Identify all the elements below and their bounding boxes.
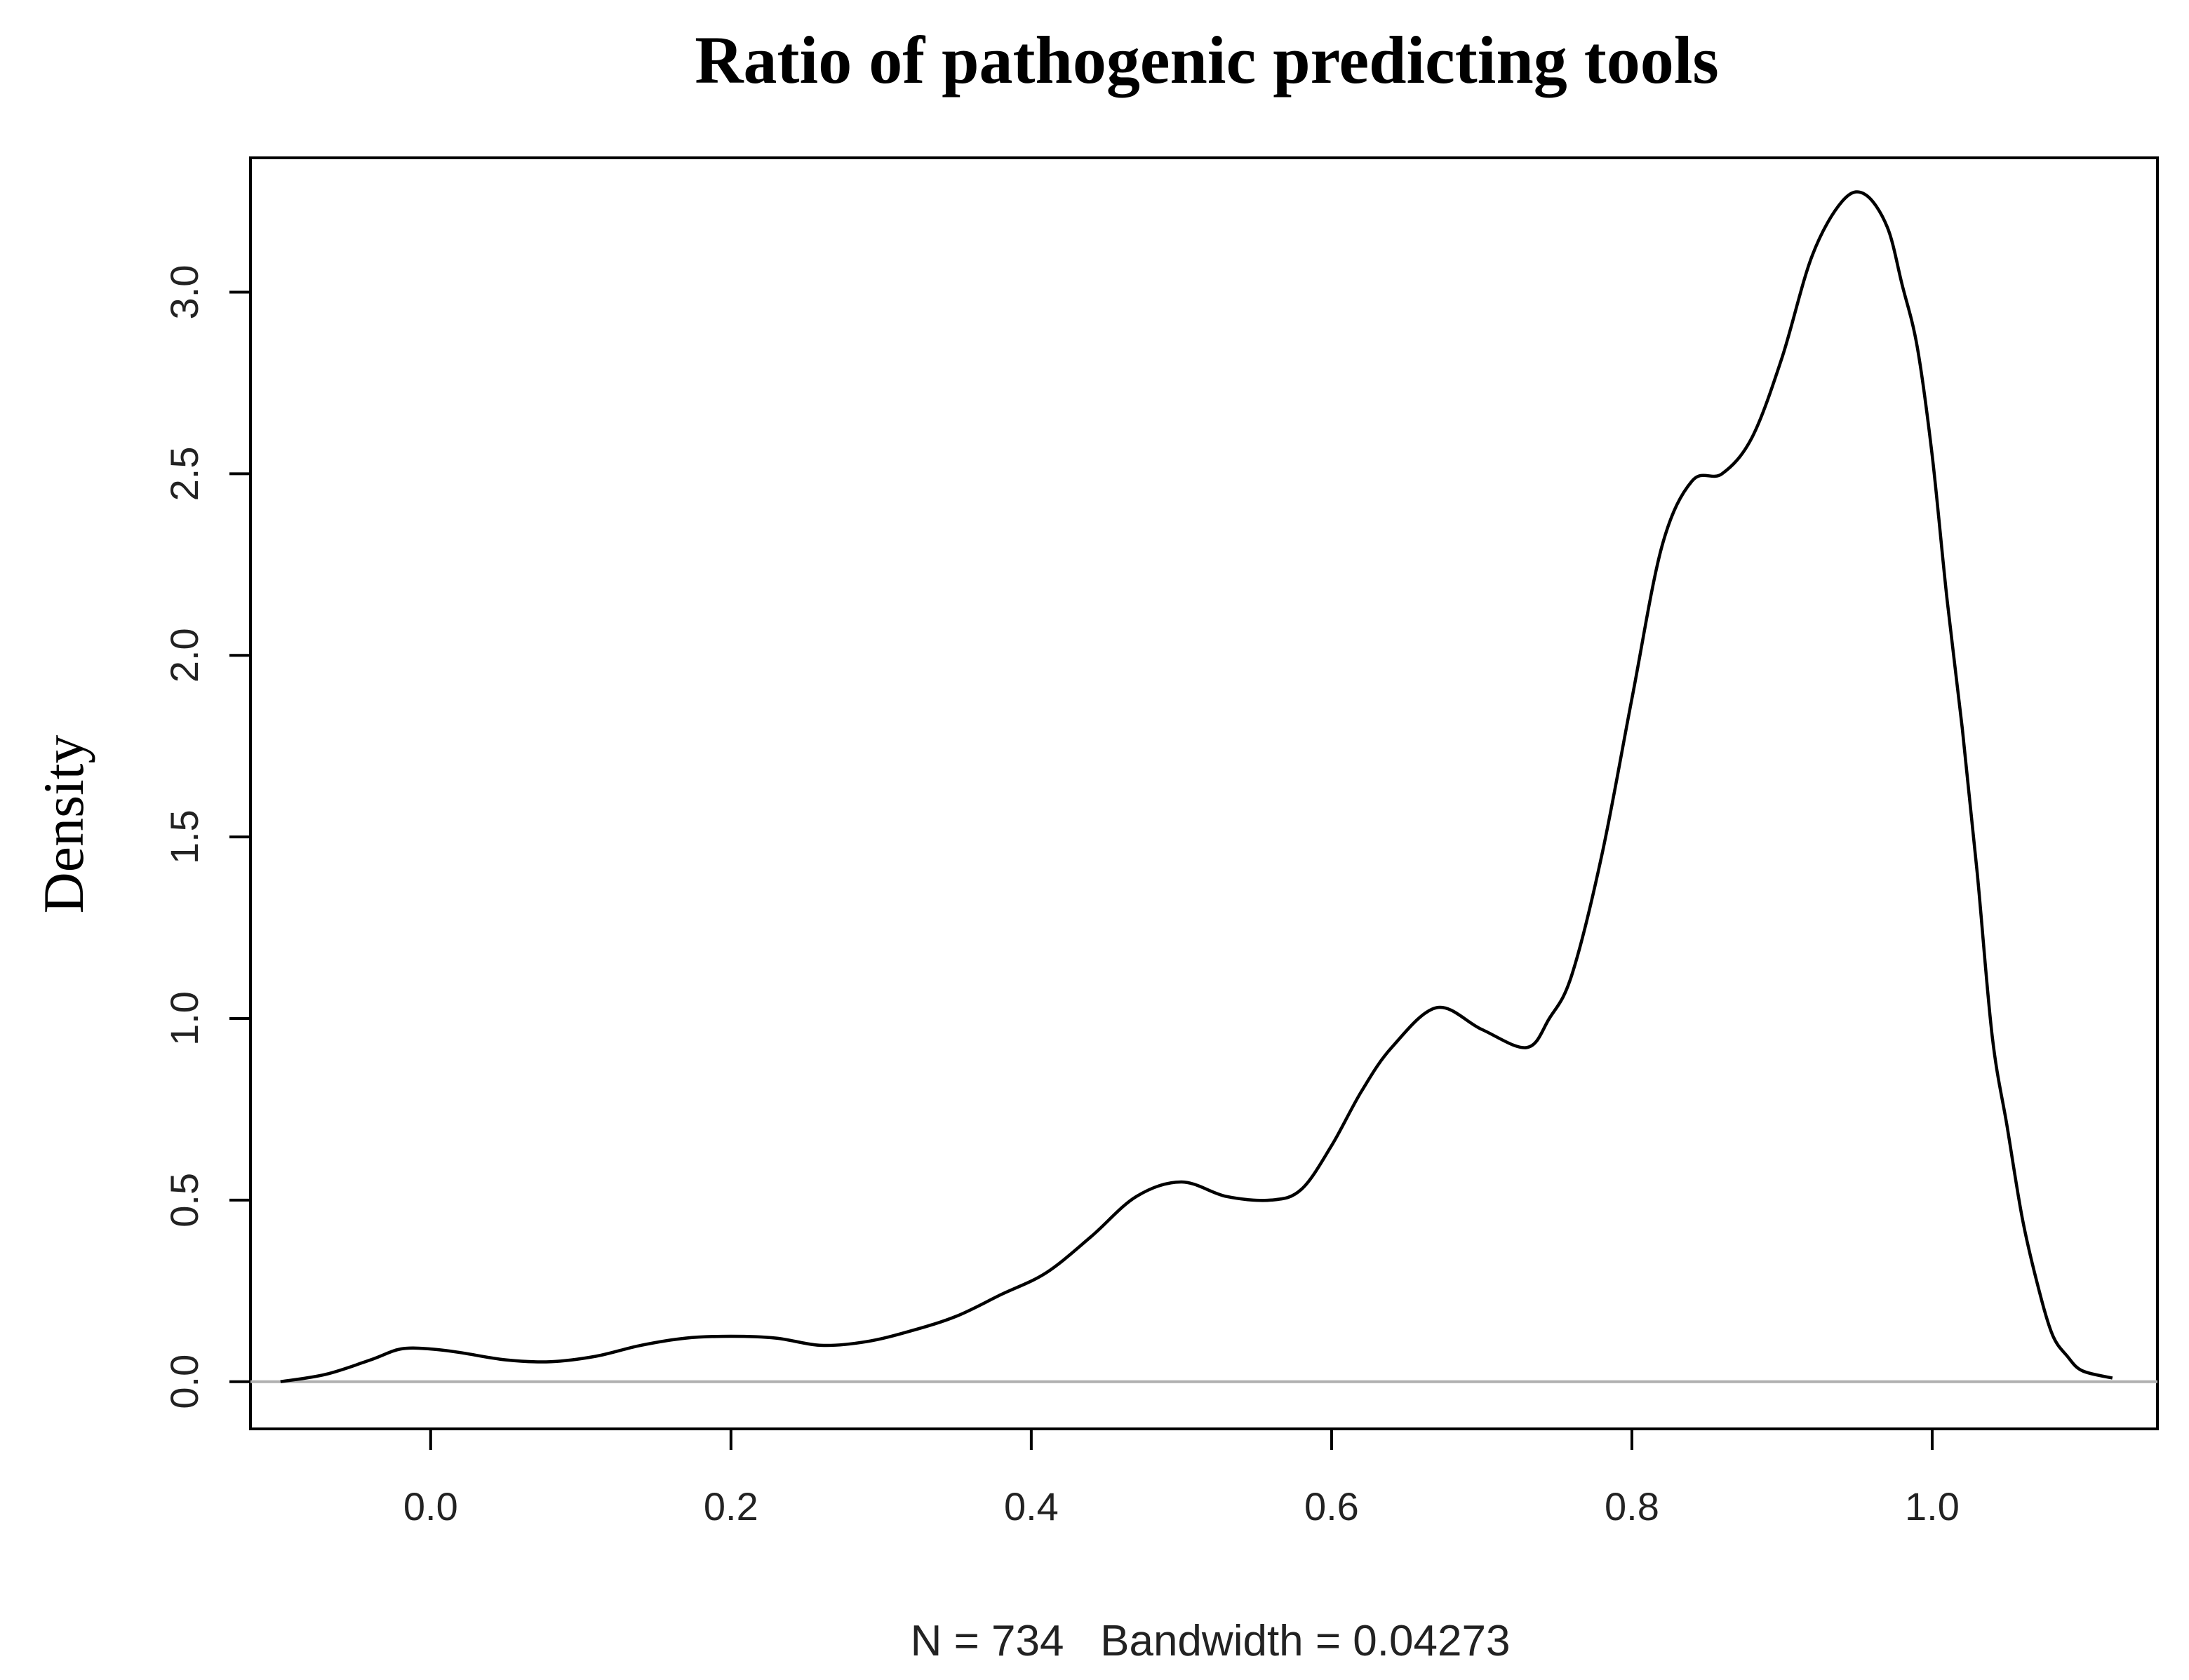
y-axis: 0.0 0.5 1.0 1.5 2.0 2.5 3.0: [162, 265, 250, 1409]
y-tick-label: 1.5: [162, 809, 206, 864]
y-tick-label: 2.0: [162, 628, 206, 683]
x-tick-label: 0.2: [704, 1484, 758, 1528]
x-tick-label: 0.8: [1605, 1484, 1659, 1528]
x-axis: 0.0 0.2 0.4 0.6 0.8 1.0: [403, 1429, 1960, 1528]
y-tick-label: 1.0: [162, 991, 206, 1046]
y-tick-label: 3.0: [162, 265, 206, 320]
density-curve: [280, 190, 2113, 1383]
x-tick-label: 0.0: [403, 1484, 458, 1528]
chart-title: Ratio of pathogenic predicting tools: [695, 22, 1719, 98]
x-tick-label: 0.4: [1004, 1484, 1059, 1528]
x-tick-label: 0.6: [1304, 1484, 1359, 1528]
y-tick-label: 0.5: [162, 1173, 206, 1228]
y-axis-label: Density: [32, 734, 95, 913]
plot-frame: [249, 156, 2159, 1430]
x-tick-label: 1.0: [1905, 1484, 1960, 1528]
y-tick-label: 2.5: [162, 446, 206, 501]
x-axis-subtitle: N = 734 Bandwidth = 0.04273: [911, 1617, 1511, 1665]
y-tick-label: 0.0: [162, 1355, 206, 1409]
